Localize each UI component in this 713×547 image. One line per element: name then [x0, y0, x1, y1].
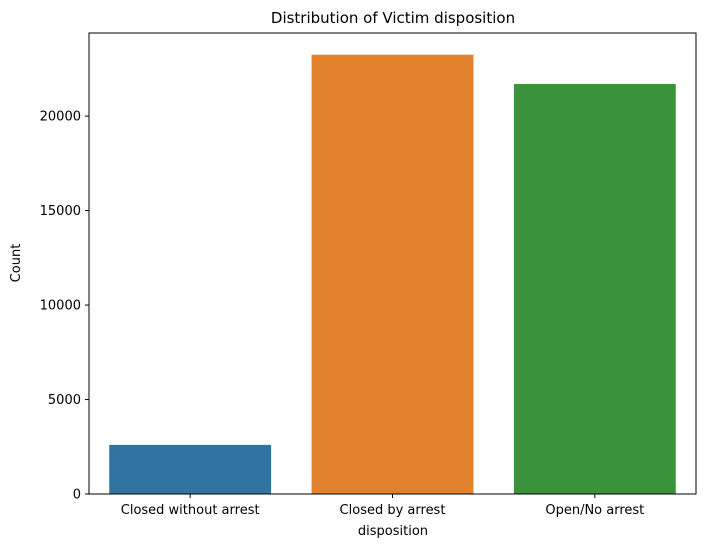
bars-group [109, 54, 676, 495]
x-axis-label: disposition [358, 524, 428, 539]
x-tick-label: Closed without arrest [121, 503, 260, 518]
y-tick-label: 20000 [40, 110, 81, 125]
y-tick-label: 15000 [40, 204, 81, 219]
x-tick-label: Closed by arrest [340, 503, 446, 518]
y-axis: 0 5000 10000 15000 20000 [40, 110, 89, 503]
chart-title: Distribution of Victim disposition [271, 9, 515, 27]
plot-frame [88, 32, 697, 495]
y-tick-label: 5000 [48, 393, 81, 408]
x-axis: Closed without arrest Closed by arrest Ope… [121, 494, 644, 518]
x-tick-label: Open/No arrest [545, 503, 644, 518]
y-axis-label: Count [9, 244, 24, 283]
bar [109, 444, 272, 494]
bar [311, 54, 474, 495]
y-tick-label: 10000 [40, 299, 81, 314]
y-tick-label: 0 [73, 488, 81, 503]
bar [513, 84, 676, 494]
